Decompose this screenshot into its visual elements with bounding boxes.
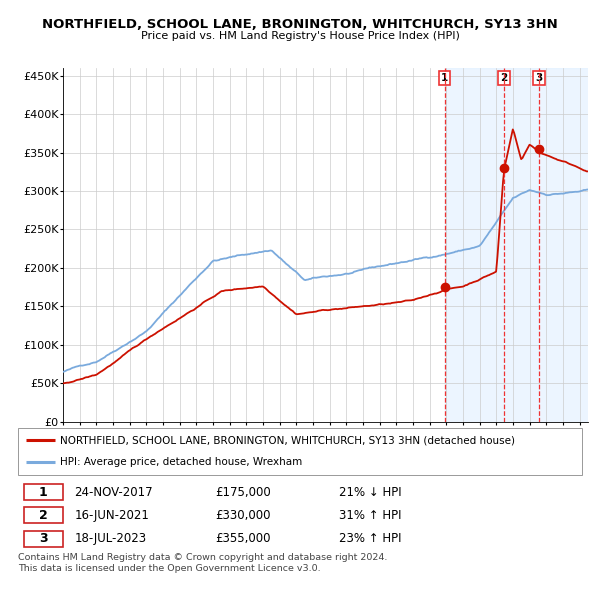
Text: 31% ↑ HPI: 31% ↑ HPI [340,509,402,522]
Text: 2: 2 [39,509,48,522]
Text: 23% ↑ HPI: 23% ↑ HPI [340,532,402,545]
Text: 16-JUN-2021: 16-JUN-2021 [74,509,149,522]
Text: £175,000: £175,000 [215,486,271,499]
Text: NORTHFIELD, SCHOOL LANE, BRONINGTON, WHITCHURCH, SY13 3HN: NORTHFIELD, SCHOOL LANE, BRONINGTON, WHI… [42,18,558,31]
Text: 2: 2 [500,73,508,83]
FancyBboxPatch shape [23,530,63,546]
Text: £330,000: £330,000 [215,509,271,522]
Text: HPI: Average price, detached house, Wrexham: HPI: Average price, detached house, Wrex… [60,457,302,467]
Text: NORTHFIELD, SCHOOL LANE, BRONINGTON, WHITCHURCH, SY13 3HN (detached house): NORTHFIELD, SCHOOL LANE, BRONINGTON, WHI… [60,435,515,445]
Text: 1: 1 [39,486,48,499]
FancyBboxPatch shape [18,428,582,475]
Text: Contains HM Land Registry data © Crown copyright and database right 2024.
This d: Contains HM Land Registry data © Crown c… [18,553,388,573]
Text: 18-JUL-2023: 18-JUL-2023 [74,532,146,545]
Text: Price paid vs. HM Land Registry's House Price Index (HPI): Price paid vs. HM Land Registry's House … [140,31,460,41]
Text: £355,000: £355,000 [215,532,271,545]
FancyBboxPatch shape [23,507,63,523]
Text: 3: 3 [535,73,542,83]
Text: 3: 3 [39,532,47,545]
Text: 24-NOV-2017: 24-NOV-2017 [74,486,153,499]
Text: 1: 1 [441,73,448,83]
Text: 21% ↓ HPI: 21% ↓ HPI [340,486,402,499]
FancyBboxPatch shape [23,484,63,500]
Bar [445,68,600,422]
